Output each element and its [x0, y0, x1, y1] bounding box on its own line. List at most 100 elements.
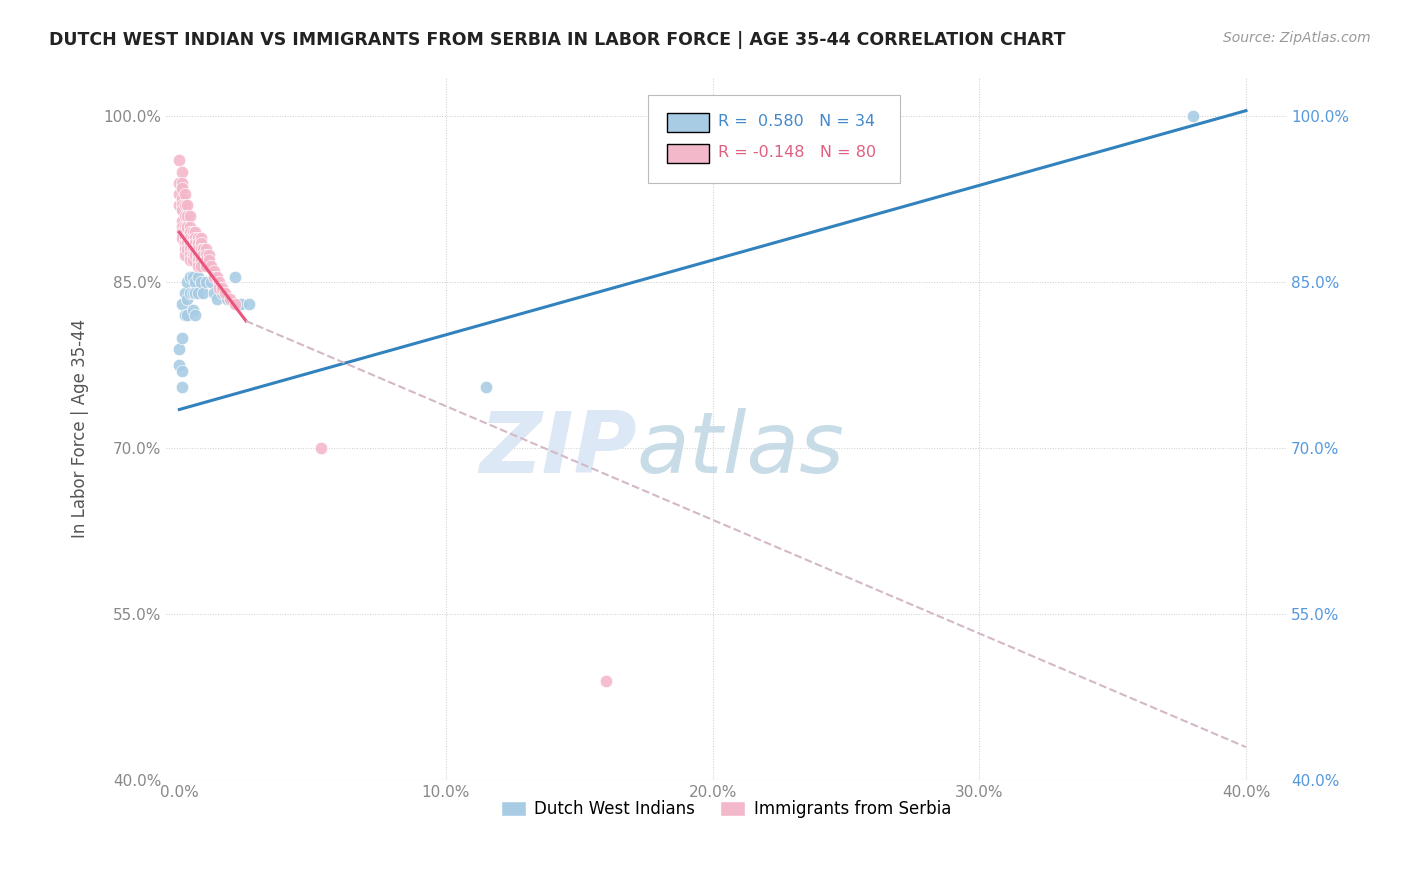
Point — [181, 236, 204, 251]
Point — [193, 247, 215, 261]
Point — [179, 219, 201, 234]
Point — [184, 309, 207, 323]
Point — [173, 219, 195, 234]
Point — [179, 226, 201, 240]
Point — [170, 297, 193, 311]
Text: ZIP: ZIP — [479, 409, 637, 491]
Y-axis label: In Labor Force | Age 35-44: In Labor Force | Age 35-44 — [72, 319, 89, 539]
Point — [169, 186, 191, 201]
Point — [214, 286, 236, 301]
Point — [170, 164, 193, 178]
Point — [184, 247, 207, 261]
Point — [190, 231, 212, 245]
Point — [184, 275, 207, 289]
Point — [190, 275, 212, 289]
Point — [211, 286, 233, 301]
Point — [208, 281, 231, 295]
Point — [173, 242, 195, 256]
Point — [173, 226, 195, 240]
Point — [179, 253, 201, 268]
Point — [170, 231, 193, 245]
Point — [187, 286, 209, 301]
Point — [190, 259, 212, 273]
Point — [179, 231, 201, 245]
Point — [184, 236, 207, 251]
Point — [179, 242, 201, 256]
Point — [176, 236, 198, 251]
Point — [309, 442, 332, 456]
Point — [187, 269, 209, 284]
Point — [181, 269, 204, 284]
Point — [205, 292, 228, 306]
Point — [181, 231, 204, 245]
Point — [187, 259, 209, 273]
Point — [200, 259, 222, 273]
Point — [181, 247, 204, 261]
Point — [205, 269, 228, 284]
Point — [173, 186, 195, 201]
Point — [187, 231, 209, 245]
Point — [193, 286, 215, 301]
Point — [176, 198, 198, 212]
Point — [190, 253, 212, 268]
Point — [169, 198, 191, 212]
FancyBboxPatch shape — [666, 144, 709, 163]
Point — [170, 181, 193, 195]
Point — [190, 242, 212, 256]
Point — [200, 275, 222, 289]
Point — [202, 269, 225, 284]
Point — [181, 242, 204, 256]
Point — [179, 209, 201, 223]
Point — [170, 219, 193, 234]
Point — [181, 286, 204, 301]
Text: DUTCH WEST INDIAN VS IMMIGRANTS FROM SERBIA IN LABOR FORCE | AGE 35-44 CORRELATI: DUTCH WEST INDIAN VS IMMIGRANTS FROM SER… — [49, 31, 1066, 49]
Point — [173, 236, 195, 251]
Point — [170, 214, 193, 228]
Point — [202, 286, 225, 301]
Point — [170, 192, 193, 206]
Point — [184, 286, 207, 301]
Point — [176, 231, 198, 245]
Point — [193, 242, 215, 256]
Point — [173, 198, 195, 212]
Point — [179, 247, 201, 261]
Point — [176, 219, 198, 234]
Point — [224, 269, 246, 284]
Point — [173, 309, 195, 323]
Point — [170, 203, 193, 218]
Point — [217, 292, 239, 306]
Point — [190, 236, 212, 251]
Point — [187, 236, 209, 251]
Point — [211, 281, 233, 295]
Point — [170, 380, 193, 394]
Point — [181, 302, 204, 317]
Point — [195, 247, 218, 261]
Point — [208, 275, 231, 289]
Point — [187, 247, 209, 261]
Point — [173, 209, 195, 223]
Point — [173, 286, 195, 301]
Point — [170, 226, 193, 240]
Point — [195, 275, 218, 289]
Point — [184, 226, 207, 240]
FancyBboxPatch shape — [666, 112, 709, 132]
Point — [190, 247, 212, 261]
FancyBboxPatch shape — [648, 95, 900, 183]
Point — [224, 297, 246, 311]
Point — [179, 269, 201, 284]
Point — [219, 292, 242, 306]
Point — [170, 364, 193, 378]
Text: atlas: atlas — [637, 409, 845, 491]
Text: Source: ZipAtlas.com: Source: ZipAtlas.com — [1223, 31, 1371, 45]
Point — [184, 242, 207, 256]
Point — [170, 198, 193, 212]
Point — [179, 286, 201, 301]
Point — [181, 253, 204, 268]
Point — [1181, 109, 1204, 123]
Point — [229, 297, 252, 311]
Point — [197, 247, 219, 261]
Point — [238, 297, 260, 311]
Point — [169, 358, 191, 372]
Point — [187, 242, 209, 256]
Text: R =  0.580   N = 34: R = 0.580 N = 34 — [718, 114, 876, 129]
